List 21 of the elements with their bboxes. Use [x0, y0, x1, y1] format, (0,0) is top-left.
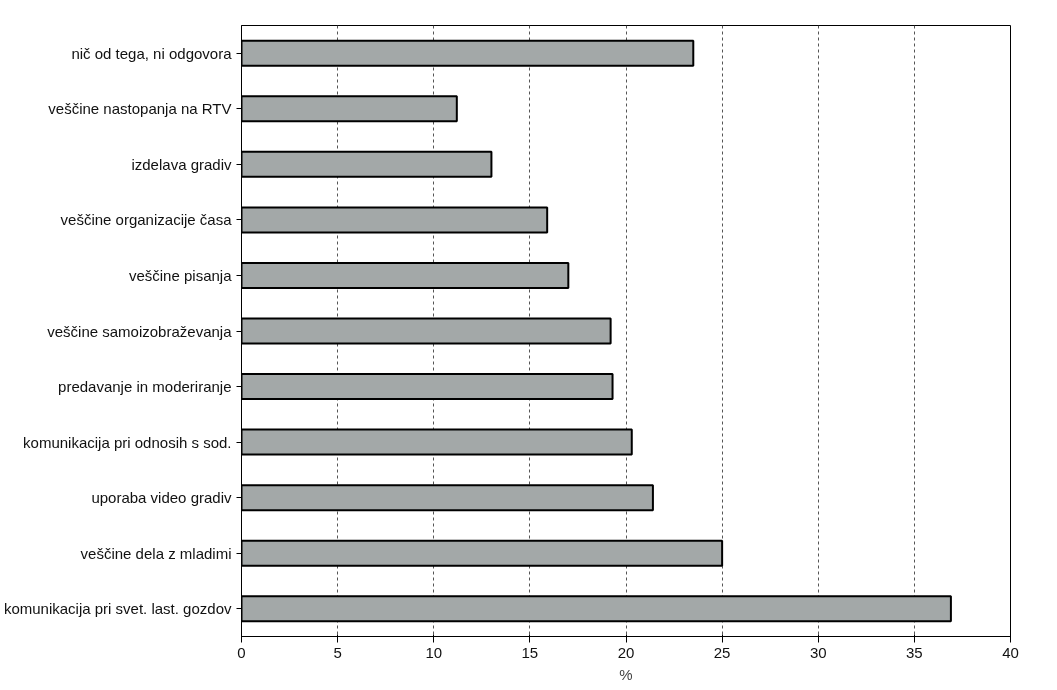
- x-tick-label: 5: [333, 643, 342, 661]
- y-tick-label: uporaba video gradiv: [91, 489, 232, 507]
- y-tick-label: veščine nastopanja na RTV: [48, 100, 232, 118]
- x-tick-label: 0: [237, 643, 246, 661]
- y-tick-label: komunikacija pri odnosih s sod.: [23, 433, 232, 451]
- x-tick-label: 20: [617, 643, 635, 661]
- y-tick-label: predavanje in moderiranje: [58, 378, 232, 396]
- y-tick-label: veščine dela z mladimi: [80, 544, 232, 562]
- x-tick-label: 10: [425, 643, 443, 661]
- y-tick-label: komunikacija pri svet. last. gozdov: [3, 600, 232, 618]
- x-tick-label: 30: [809, 643, 827, 661]
- x-axis-title: %: [619, 665, 633, 683]
- x-tick-label: 35: [906, 643, 923, 661]
- y-tick-label: izdelava gradiv: [131, 155, 232, 173]
- y-tick-label: nič od tega, ni odgovora: [71, 44, 233, 62]
- y-tick-label: veščine organizacije časa: [60, 211, 233, 229]
- x-tick-label: 15: [521, 643, 539, 661]
- y-tick-label: veščine samoizobraževanja: [47, 322, 233, 340]
- x-tick-label: 40: [1002, 643, 1019, 661]
- y-tick-label: veščine pisanja: [128, 266, 233, 284]
- x-tick-label: 25: [713, 643, 731, 661]
